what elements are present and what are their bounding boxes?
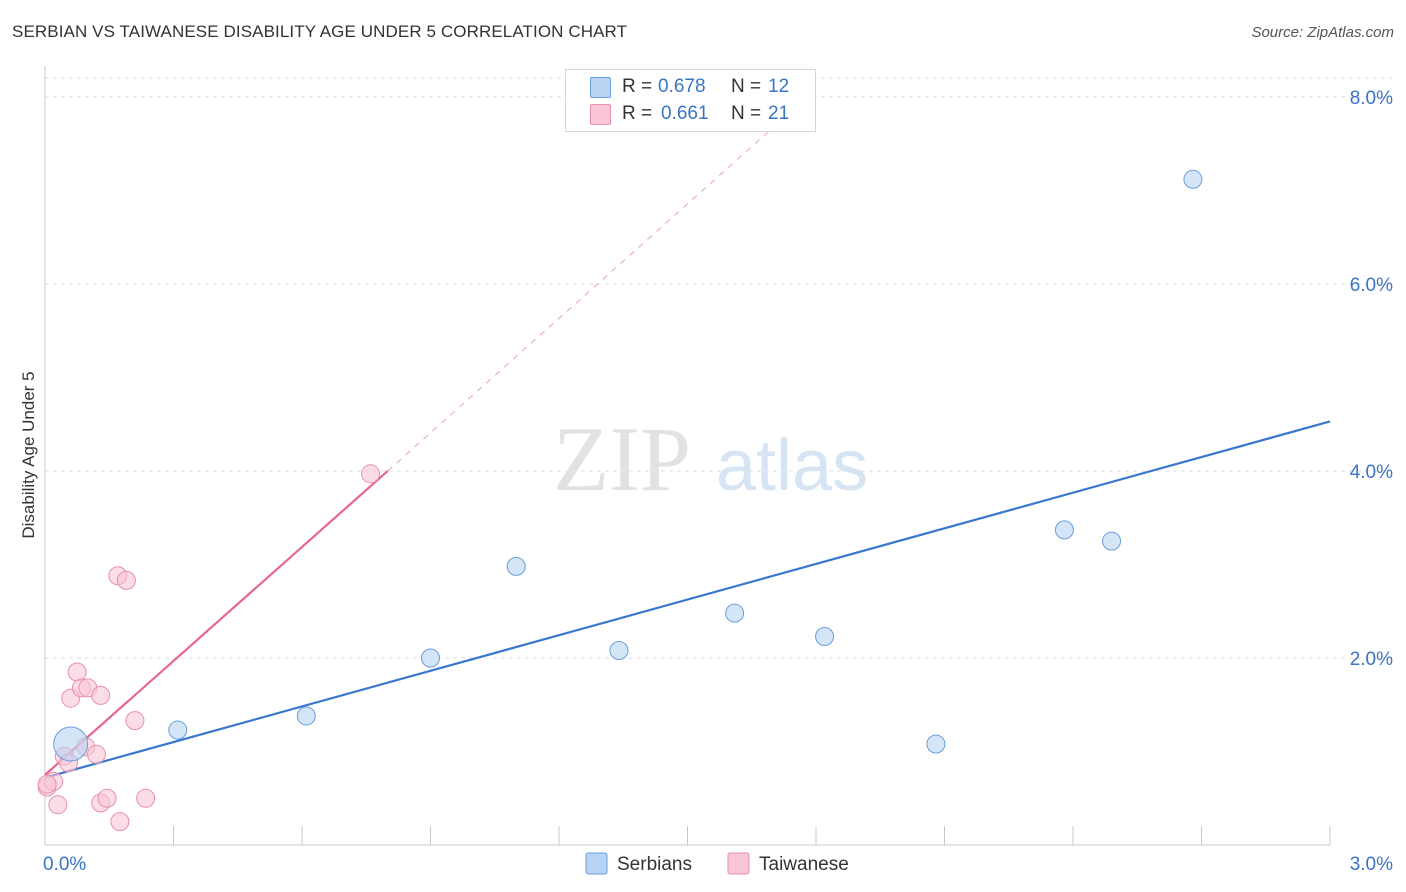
point-taiwanese <box>86 744 106 764</box>
point-serbians <box>53 726 89 762</box>
taiwanese-legend-swatch <box>727 852 750 875</box>
n-value: 12 <box>768 76 790 97</box>
taiwanese-swatch <box>590 104 611 125</box>
stats-legend-row-taiwanese: R = 0.661 N = 21 <box>566 102 815 126</box>
point-taiwanese <box>48 795 68 815</box>
point-serbians <box>926 734 946 754</box>
tick-labels: 2.0% 4.0% 6.0% 8.0% 0.0% 3.0% <box>43 88 1393 875</box>
data-points <box>37 169 1203 832</box>
x-tick-label: 0.0% <box>43 854 86 875</box>
taiwanese-legend-label: Taiwanese <box>759 854 849 875</box>
point-serbians <box>815 626 835 646</box>
chart-source: Source: ZipAtlas.com <box>1251 24 1394 41</box>
y-tick-label: 2.0% <box>1350 649 1393 670</box>
y-axis-label: Disability Age Under 5 <box>19 371 38 538</box>
serbians-legend-label: Serbians <box>617 854 692 875</box>
axes <box>44 66 1331 846</box>
n-value: 21 <box>768 103 790 124</box>
stats-legend: R = 0.678 N = 12 R = 0.661 N = 21 <box>565 69 816 132</box>
serbians-legend-swatch <box>585 852 608 875</box>
y-tick-label: 8.0% <box>1350 88 1393 109</box>
point-serbians <box>506 556 526 576</box>
point-taiwanese <box>97 788 117 808</box>
r-value: 0.661 <box>661 103 709 124</box>
point-serbians <box>168 720 188 740</box>
point-serbians <box>1054 520 1074 540</box>
point-taiwanese <box>116 570 136 590</box>
trend-line-extension <box>387 96 808 472</box>
stats-legend-row-serbians: R = 0.678 N = 12 <box>566 75 815 99</box>
trend-line-serbians <box>44 420 1331 779</box>
point-taiwanese <box>91 685 111 705</box>
trend-lines <box>44 96 1331 779</box>
point-taiwanese <box>37 774 57 794</box>
point-serbians <box>609 641 629 661</box>
y-tick-label: 6.0% <box>1350 275 1393 296</box>
trend-line-taiwanese <box>44 470 389 776</box>
point-taiwanese <box>136 788 156 808</box>
watermark-zip: ZIP <box>553 408 691 510</box>
n-label: N = <box>731 103 762 124</box>
point-taiwanese <box>110 812 130 832</box>
point-taiwanese <box>361 464 381 484</box>
point-serbians <box>421 648 440 668</box>
point-serbians <box>296 706 316 726</box>
watermark-atlas: atlas <box>716 426 868 506</box>
serbians-swatch <box>590 77 611 98</box>
gridlines <box>45 77 1392 659</box>
r-value: 0.678 <box>658 76 706 97</box>
point-taiwanese <box>67 662 87 682</box>
point-serbians <box>1102 531 1122 551</box>
y-tick-label: 4.0% <box>1350 462 1393 483</box>
chart-title: SERBIAN VS TAIWANESE DISABILITY AGE UNDE… <box>12 22 628 41</box>
r-label: R = <box>622 76 653 97</box>
n-label: N = <box>731 76 762 97</box>
point-serbians <box>725 603 745 623</box>
x-tick-label: 3.0% <box>1350 854 1393 875</box>
point-taiwanese <box>125 711 145 731</box>
r-label: R = <box>622 103 653 124</box>
bottom-legend: Serbians Taiwanese <box>585 852 849 875</box>
point-serbians <box>1183 169 1203 189</box>
